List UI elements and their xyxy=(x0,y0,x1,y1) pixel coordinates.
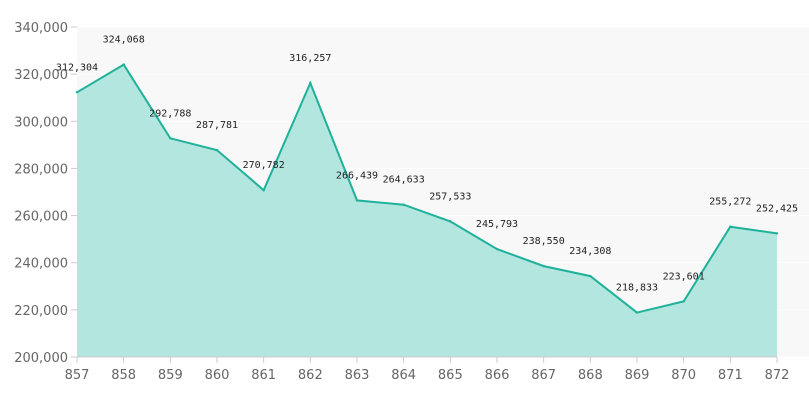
data-point xyxy=(75,91,79,94)
data-point xyxy=(589,274,592,278)
y-tick-label: 240,000 xyxy=(14,257,68,272)
y-tick-label: 200,000 xyxy=(14,351,68,366)
data-point xyxy=(262,188,265,192)
data-label: 234,308 xyxy=(569,246,611,257)
data-label: 266,439 xyxy=(336,170,378,181)
y-tick-label: 320,000 xyxy=(14,68,68,83)
data-label: 312,304 xyxy=(56,62,98,73)
data-label: 270,782 xyxy=(243,160,285,171)
x-tick-label: 858 xyxy=(111,368,136,383)
area-fill xyxy=(77,64,777,357)
data-label: 255,272 xyxy=(709,197,751,208)
data-point xyxy=(215,148,219,152)
data-label: 257,533 xyxy=(429,191,471,202)
data-label: 245,793 xyxy=(476,219,518,230)
series-line xyxy=(76,63,778,314)
data-point xyxy=(169,137,172,140)
data-point xyxy=(309,81,312,85)
y-tick-label: 280,000 xyxy=(14,162,68,177)
data-label: 223,601 xyxy=(663,271,705,282)
data-label: 252,425 xyxy=(756,203,798,214)
y-tick-label: 340,000 xyxy=(14,21,68,36)
y-tick-label: 220,000 xyxy=(14,304,68,319)
x-tick-label: 871 xyxy=(718,368,743,383)
data-point xyxy=(495,247,499,251)
x-tick-label: 862 xyxy=(298,368,323,383)
x-tick-label: 865 xyxy=(438,368,463,383)
data-label: 316,257 xyxy=(289,53,331,64)
data-point xyxy=(542,264,545,268)
y-tick-label: 260,000 xyxy=(14,210,68,225)
x-tick-label: 870 xyxy=(671,368,696,383)
data-label: 238,550 xyxy=(523,236,565,247)
x-tick-label: 872 xyxy=(765,368,790,383)
data-point xyxy=(449,220,452,223)
x-tick-label: 868 xyxy=(578,368,603,383)
data-label: 292,788 xyxy=(149,108,191,119)
data-labels: 312,304 324,068 292,788 287,781 270,782 316,2… xyxy=(56,35,798,314)
data-point xyxy=(775,232,779,235)
x-tick-label: 869 xyxy=(625,368,650,383)
data-point xyxy=(122,63,125,66)
data-label: 264,633 xyxy=(383,175,425,186)
x-axis: 857 858 859 860 861 862 863 864 865 866 867 868 869 8… xyxy=(65,357,790,383)
x-tick-label: 859 xyxy=(158,368,183,383)
x-tick-label: 863 xyxy=(345,368,370,383)
data-point xyxy=(402,203,405,206)
x-tick-label: 860 xyxy=(205,368,230,383)
data-point xyxy=(635,311,639,314)
data-point xyxy=(682,300,685,303)
data-label: 287,781 xyxy=(196,120,238,131)
x-tick-label: 861 xyxy=(251,368,276,383)
data-point xyxy=(355,199,359,202)
x-tick-label: 866 xyxy=(485,368,510,383)
y-tick-label: 300,000 xyxy=(14,115,68,130)
data-point xyxy=(729,225,732,228)
x-tick-label: 867 xyxy=(531,368,556,383)
x-tick-label: 864 xyxy=(391,368,416,383)
data-label: 324,068 xyxy=(103,35,145,46)
y-axis: 200,000 220,000 240,000 260,000 280,000 300,0… xyxy=(14,21,77,366)
x-tick-label: 857 xyxy=(65,368,90,383)
data-label: 218,833 xyxy=(616,283,658,294)
